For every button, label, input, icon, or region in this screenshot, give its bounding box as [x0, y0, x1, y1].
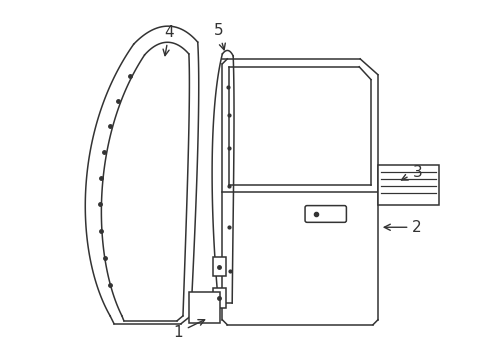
- Bar: [213, 257, 226, 276]
- Text: 4: 4: [163, 25, 174, 56]
- Bar: [377, 165, 438, 204]
- Text: 5: 5: [213, 23, 225, 50]
- Bar: [213, 288, 226, 308]
- Text: 2: 2: [384, 220, 421, 235]
- Bar: [188, 292, 220, 323]
- Text: 3: 3: [401, 165, 421, 180]
- Text: 1: 1: [173, 320, 204, 340]
- FancyBboxPatch shape: [305, 206, 346, 222]
